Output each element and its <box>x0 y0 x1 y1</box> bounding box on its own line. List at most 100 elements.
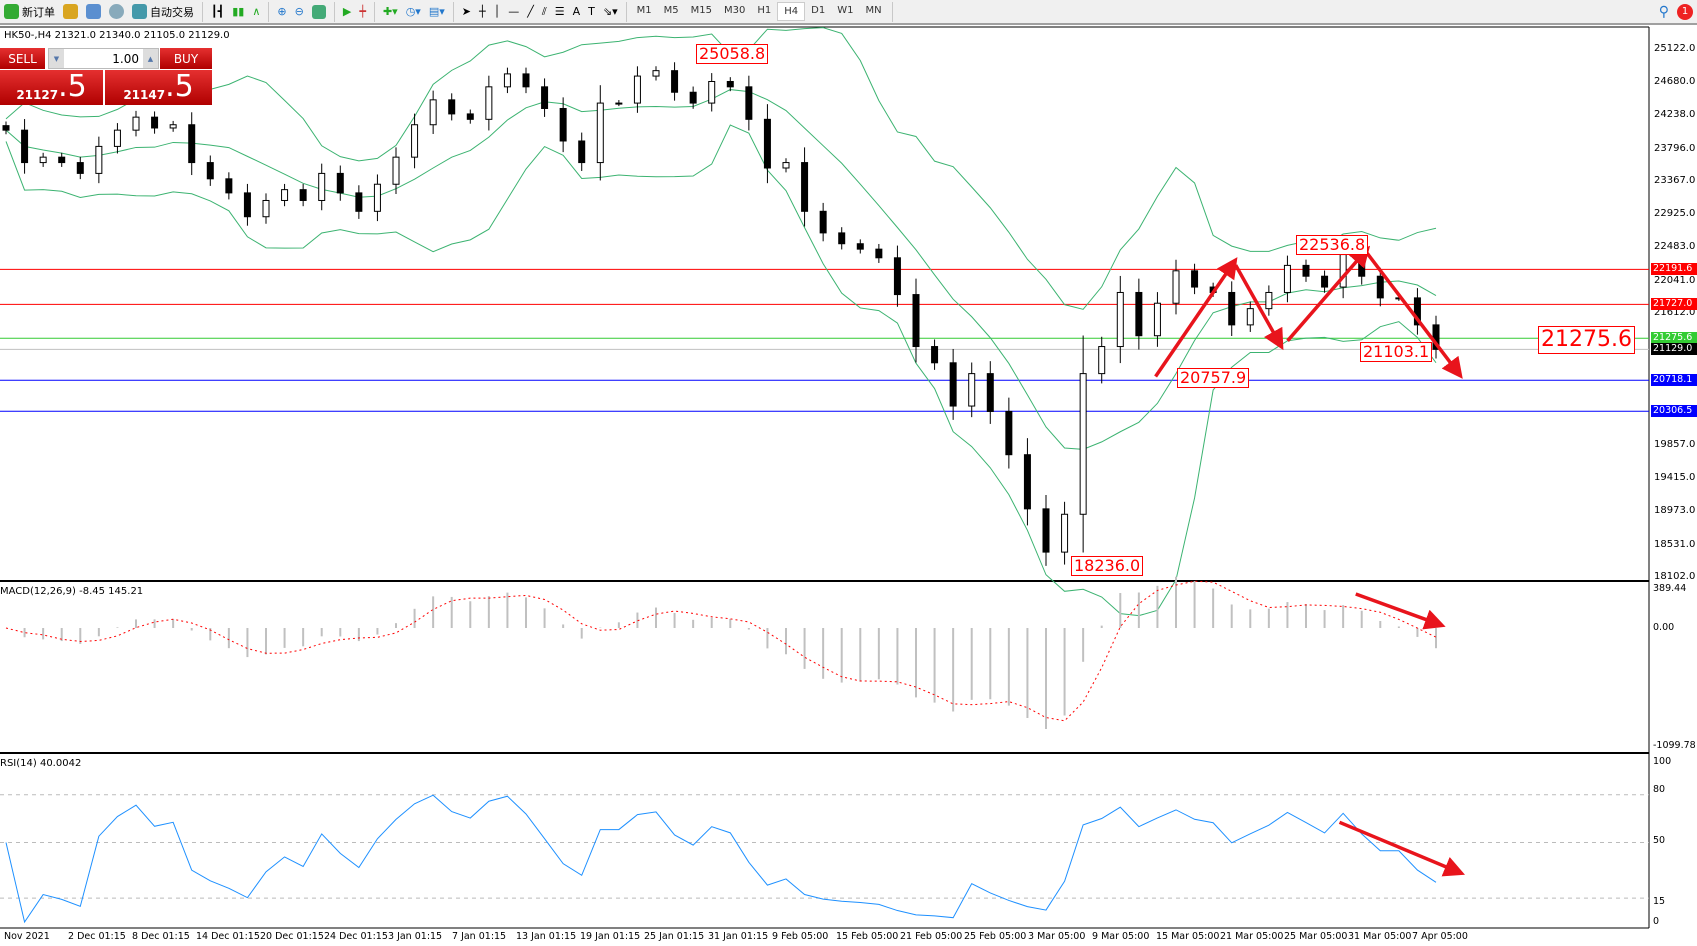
trend-up-arrow[interactable] <box>1154 257 1238 378</box>
vertical-line-button[interactable]: │ <box>493 5 501 18</box>
price-tick: 21612.0 <box>1654 307 1696 318</box>
candle <box>689 86 697 109</box>
price-tick: 22041.0 <box>1654 274 1696 286</box>
macd-divergence-arrow[interactable] <box>1355 592 1446 630</box>
chart-shift-button[interactable]: ┿ <box>359 5 366 18</box>
line-chart-button[interactable]: ∧ <box>252 5 261 18</box>
printer-icon <box>86 4 101 19</box>
candle-body <box>578 140 586 164</box>
auto-trading-button[interactable]: 自动交易 <box>128 1 198 23</box>
candle <box>21 119 29 174</box>
text-label-button[interactable]: T <box>588 5 595 18</box>
trend-down-arrow[interactable] <box>1364 249 1463 379</box>
time-tick: 25 Jan 01:15 <box>644 931 705 942</box>
crosshair-button[interactable]: ┼ <box>478 5 486 18</box>
candle-body <box>1376 275 1384 299</box>
annotation-higher-low[interactable]: 20757.9 <box>1177 368 1250 388</box>
candle <box>1283 255 1291 303</box>
lot-size-stepper[interactable]: ▼ 1.00 ▲ <box>48 48 159 69</box>
candle <box>1265 285 1273 316</box>
timeframe-h1[interactable]: H1 <box>757 5 772 16</box>
increase-lot-icon[interactable]: ▲ <box>143 49 158 68</box>
candle-body <box>1005 410 1013 456</box>
annotation-level[interactable]: 21275.6 <box>1538 326 1635 354</box>
timeframe-w1[interactable]: W1 <box>837 5 854 16</box>
trendline-button[interactable]: ╱ <box>527 5 534 18</box>
candle <box>485 75 493 131</box>
candle <box>986 361 994 424</box>
channel-button[interactable]: ⫽ <box>541 4 547 18</box>
candle-body <box>21 129 29 164</box>
candle-chart-button[interactable]: ▮▮ <box>232 5 245 18</box>
new-order-label: 新订单 <box>22 5 55 19</box>
candle <box>1376 267 1384 307</box>
sell-price[interactable]: 21127.5 <box>0 70 103 105</box>
fibonacci-button[interactable]: ☰ <box>554 5 565 18</box>
timeframe-m30[interactable]: M30 <box>724 5 746 16</box>
timeframe-m15[interactable]: M15 <box>690 5 712 16</box>
trend-up-arrow[interactable] <box>1286 245 1371 342</box>
bar-chart-button[interactable]: ┃┫ <box>211 5 225 18</box>
periods-button[interactable]: ◷▾ <box>405 5 421 18</box>
annotation-current-low[interactable]: 21103.1 <box>1360 342 1433 362</box>
annotation-second-high[interactable]: 22536.8 <box>1296 235 1369 255</box>
candle-body <box>392 156 400 185</box>
sell-price-main: 21127 <box>16 88 59 102</box>
candle <box>1005 397 1013 469</box>
buy-price-pips: .5 <box>165 69 194 104</box>
candle-body <box>838 232 846 245</box>
candle <box>708 73 716 112</box>
candle-body <box>485 86 493 120</box>
buy-price[interactable]: 21147.5 <box>105 70 212 105</box>
timeframe-m1[interactable]: M1 <box>636 5 652 16</box>
bollinger-upper-band <box>5 27 1437 310</box>
candle <box>838 227 846 250</box>
price-tick: 19415.0 <box>1654 472 1696 484</box>
trend-down-arrow[interactable] <box>1234 264 1284 351</box>
timeframe-m5[interactable]: M5 <box>663 5 679 16</box>
candle <box>968 362 976 418</box>
horizontal-line-button[interactable]: — <box>508 5 520 18</box>
horizontal-line-price-label: 20718.1 <box>1651 374 1697 387</box>
buy-button[interactable]: BUY <box>160 48 212 69</box>
terminal-button[interactable] <box>82 1 105 23</box>
candle-body <box>336 172 344 194</box>
annotation-high[interactable]: 25058.8 <box>696 44 769 64</box>
macd-label: MACD(12,26,9) -8.45 145.21 <box>0 586 144 597</box>
arrows-button[interactable]: ⇘▾ <box>602 5 618 18</box>
cursor-button[interactable]: ➤ <box>461 5 471 18</box>
timeframe-d1[interactable]: D1 <box>811 5 826 16</box>
signal-icon <box>109 4 124 19</box>
templates-button[interactable]: ▤▾ <box>428 5 445 18</box>
candle-body <box>503 73 511 88</box>
candle <box>541 78 549 117</box>
notifications-button[interactable]: 1 <box>1673 1 1697 23</box>
time-tick: 13 Jan 01:15 <box>516 931 577 942</box>
annotation-low[interactable]: 18236.0 <box>1071 556 1144 576</box>
zoom-out-button[interactable]: ⊖ <box>294 5 304 18</box>
rsi-divergence-arrow[interactable] <box>1338 820 1465 877</box>
text-button[interactable]: A <box>572 5 581 18</box>
zoom-in-button[interactable]: ⊕ <box>277 5 287 18</box>
time-tick: 31 Jan 01:15 <box>708 931 769 942</box>
timeframe-h4[interactable]: H4 <box>777 2 806 21</box>
candle <box>2 121 10 135</box>
candle <box>856 239 864 254</box>
history-button[interactable] <box>59 1 82 23</box>
lot-size-value[interactable]: 1.00 <box>112 51 139 66</box>
candle <box>819 202 827 242</box>
tile-windows-button[interactable] <box>308 1 330 23</box>
search-button[interactable]: ⚲ <box>1658 3 1669 20</box>
candle <box>949 348 957 420</box>
sell-button[interactable]: SELL <box>0 48 45 69</box>
candle <box>225 172 233 200</box>
timeframe-mn[interactable]: MN <box>865 5 882 16</box>
macd-axis-tick: -1099.78 <box>1653 740 1696 751</box>
candle <box>745 75 753 131</box>
autoscroll-button[interactable]: ▶ <box>342 5 352 18</box>
signals-button[interactable] <box>105 1 128 23</box>
indicators-button[interactable]: ✚▾ <box>382 5 398 18</box>
new-order-button[interactable]: 新订单 <box>0 1 59 23</box>
decrease-lot-icon[interactable]: ▼ <box>49 49 64 68</box>
